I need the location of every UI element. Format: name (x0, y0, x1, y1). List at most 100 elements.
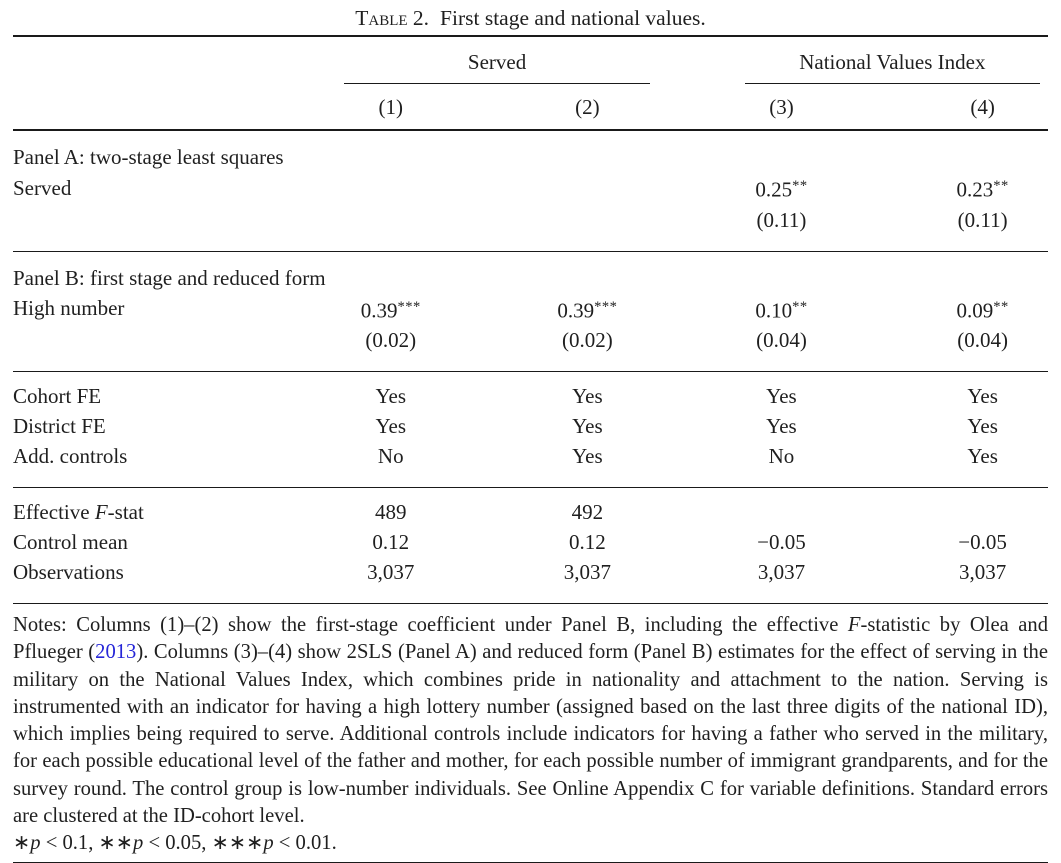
notes-segment: Notes: Columns (1)–(2) show the first-st… (13, 614, 848, 636)
cell-value: 0.10 (755, 298, 793, 322)
notes-segment: F (847, 614, 861, 636)
value-cell: 492 (489, 488, 686, 528)
table-row: (0.02) (0.02) (0.04) (0.04) (13, 325, 1048, 372)
value-cell: (0.11) (685, 204, 878, 252)
cell-value: 0.39 (557, 298, 595, 322)
cell-value: 0.25 (755, 177, 793, 202)
value-cell: 0.12 (292, 527, 489, 557)
value-cell: 3,037 (489, 557, 686, 604)
value-cell: 3,037 (877, 557, 1048, 604)
row-label-cell: District FE (13, 411, 292, 441)
cell-value: (0.11) (756, 207, 807, 232)
table-row: Served 0.25** 0.23** (13, 171, 1048, 205)
empty-cell (13, 84, 293, 131)
table-row: Add. controls No Yes No Yes (13, 441, 1048, 488)
notes-segment: -statistic by Olea and Pflueger ( (13, 614, 1048, 664)
panel-label-row: Panel A: two-stage least squares (13, 130, 1048, 171)
significance-stars: ** (993, 178, 1009, 194)
cell-value: 0.12 (372, 530, 410, 554)
column-group-national-values-index: National Values Index (685, 35, 1048, 84)
table-row: Effective F-stat 489 492 (13, 488, 1048, 528)
value-cell: Yes (877, 411, 1048, 441)
row-label-cell (13, 204, 293, 252)
row-label-text: Control mean (13, 530, 128, 554)
row-label-text: Add. controls (13, 444, 128, 468)
cell-value: 3,037 (563, 560, 612, 584)
table-number-label: Table 2. (355, 6, 430, 30)
value-cell: No (685, 441, 878, 488)
cell-value: Yes (766, 414, 797, 438)
row-label-cell: Effective F-stat (13, 488, 292, 528)
value-cell: (0.04) (685, 325, 878, 372)
significance-stars: ** (792, 298, 808, 315)
row-label-text: High number (13, 296, 125, 321)
column-number-row: (1) (2) (3) (4) (13, 84, 1048, 131)
row-label-text: -stat (107, 500, 144, 524)
value-cell (489, 204, 686, 252)
value-cell: 0.10** (686, 292, 877, 326)
cell-value: (0.04) (957, 328, 1008, 352)
significance-stars: *** (594, 298, 618, 315)
cell-value: Yes (967, 384, 998, 408)
notes-segment: < 0.05, ∗∗∗ (143, 832, 264, 855)
cell-value: No (377, 444, 404, 468)
notes-segment: p (263, 832, 274, 855)
cell-value: Yes (572, 384, 603, 408)
table-row: Control mean 0.12 0.12 −0.05 −0.05 (13, 527, 1048, 557)
cell-value: 492 (571, 500, 604, 524)
value-cell: Yes (292, 411, 489, 441)
value-cell (877, 488, 1048, 528)
value-cell: Yes (489, 411, 686, 441)
cell-value: 3,037 (367, 560, 415, 584)
row-label-cell: Cohort FE (13, 372, 292, 412)
cell-value: 0.23 (956, 177, 994, 202)
value-cell: 3,037 (292, 557, 490, 604)
column-group-row: Served National Values Index (13, 35, 1048, 84)
cell-value: 0.39 (360, 298, 398, 322)
significance-stars: ** (993, 298, 1009, 315)
column-group-served: Served (292, 35, 686, 84)
citation-link[interactable]: 2013 (95, 641, 137, 664)
value-cell (686, 488, 877, 528)
row-label-cell (13, 325, 293, 372)
cell-value: (0.02) (562, 328, 613, 352)
row-label-text: Effective (13, 500, 95, 524)
value-cell (489, 171, 686, 205)
cell-value: No (768, 444, 795, 468)
row-label-italic: F (94, 500, 108, 524)
notes-segment: ∗ (13, 832, 31, 855)
row-label-cell: High number (13, 292, 292, 326)
value-cell: Yes (877, 441, 1048, 488)
table-title-text: First stage and national values. (440, 6, 706, 30)
notes-segment: p (30, 832, 41, 855)
panel-label: Panel A: two-stage least squares (13, 145, 284, 169)
cell-value: Yes (967, 414, 998, 438)
row-label-text: Cohort FE (13, 384, 102, 408)
panel-label: Panel B: first stage and reduced form (13, 265, 326, 290)
value-cell: Yes (489, 372, 686, 412)
corner-cell (13, 35, 293, 84)
value-cell: Yes (686, 411, 877, 441)
cell-value: Yes (967, 444, 998, 468)
row-label-cell: Add. controls (13, 441, 293, 488)
bottom-rule (13, 861, 1048, 863)
cell-value: 0.12 (569, 530, 606, 554)
table-row: District FE Yes Yes Yes Yes (13, 411, 1048, 441)
notes-segment: < 0.01. (273, 832, 337, 855)
value-cell (292, 171, 489, 205)
row-label-text: District FE (13, 414, 106, 438)
column-number-2: (2) (489, 84, 686, 131)
cell-value: (0.04) (756, 328, 807, 352)
value-cell: −0.05 (877, 527, 1048, 557)
value-cell: Yes (292, 372, 489, 412)
value-cell: (0.02) (489, 325, 686, 372)
value-cell: 0.25** (686, 171, 877, 205)
value-cell: Yes (877, 372, 1048, 412)
cell-value: Yes (572, 444, 603, 468)
value-cell: 0.12 (489, 527, 686, 557)
value-cell: Yes (686, 372, 877, 412)
value-cell: Yes (489, 441, 686, 488)
notes-segment: < 0.1, ∗∗ (40, 832, 134, 855)
table-row: High number 0.39*** 0.39*** 0.10** 0.09** (13, 292, 1048, 326)
notes-segment: ). Columns (3)–(4) show 2SLS (Panel A) a… (13, 641, 1048, 828)
